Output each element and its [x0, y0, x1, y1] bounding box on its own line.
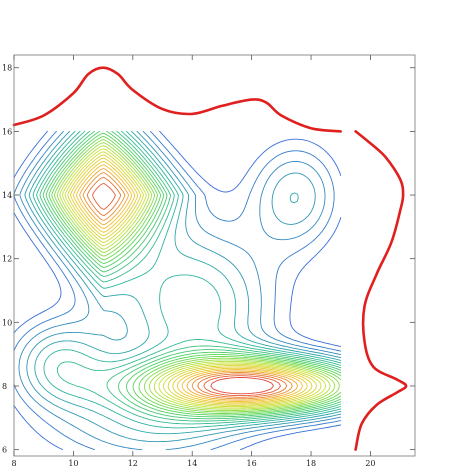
- marginal-y-curve: [354, 130, 408, 451]
- contour-line: [24, 130, 342, 443]
- contour-line: [59, 145, 331, 410]
- contour-layer: [13, 130, 342, 451]
- contour-line: [28, 130, 342, 435]
- contour-line: [86, 176, 288, 398]
- y-tick-label: 8: [2, 382, 7, 391]
- x-tick-label: 12: [128, 459, 138, 468]
- contour-line: [210, 377, 274, 395]
- contour-line: [72, 160, 308, 404]
- y-tick-label: 10: [2, 318, 12, 327]
- contour-line: [70, 157, 313, 405]
- x-tick-label: 20: [365, 459, 375, 468]
- contour-line: [67, 154, 318, 406]
- y-tick-label: 18: [2, 64, 12, 73]
- contour-line: [36, 130, 342, 425]
- x-tick-label: 18: [306, 459, 316, 468]
- x-tick-label: 8: [11, 459, 16, 468]
- contour-line: [61, 148, 327, 409]
- plot-frame: [13, 54, 416, 457]
- contour-line: [75, 164, 303, 402]
- y-tick-label: 14: [2, 191, 12, 200]
- contour-line: [42, 130, 342, 420]
- contour-line: [64, 151, 322, 408]
- y-tick-label: 6: [2, 446, 7, 455]
- y-tick-label: 16: [2, 127, 12, 136]
- contour-line: [92, 182, 281, 397]
- x-tick-label: 14: [187, 459, 197, 468]
- contour-line: [45, 130, 342, 418]
- contour-line: [39, 130, 342, 422]
- contour-line: [56, 142, 336, 412]
- marginal-layer: [12, 66, 408, 451]
- contour-line: [48, 132, 342, 416]
- contour-line: [53, 139, 340, 413]
- contour-line: [51, 136, 342, 414]
- contour-line: [32, 130, 342, 429]
- contour-line: [13, 130, 342, 451]
- x-tick-label: 10: [68, 459, 78, 468]
- contour-line: [82, 172, 293, 400]
- contour-line: [18, 130, 342, 451]
- y-tick-label: 12: [2, 255, 12, 264]
- x-tick-label: 16: [247, 459, 257, 468]
- marginal-x-curve: [12, 66, 342, 133]
- contour-line: [13, 130, 342, 451]
- contour-line: [79, 168, 298, 401]
